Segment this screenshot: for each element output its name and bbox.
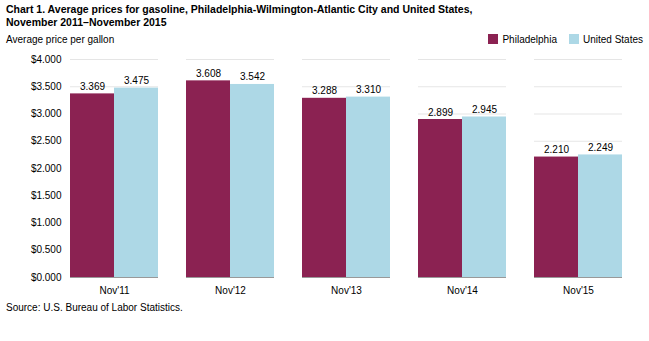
- svg-text:$2.500: $2.500: [31, 135, 62, 146]
- svg-text:$3.000: $3.000: [31, 108, 62, 119]
- svg-text:Nov'15: Nov'15: [563, 285, 594, 296]
- html-text:United States: United States: [583, 34, 643, 45]
- svg-text:2.899: 2.899: [428, 107, 453, 118]
- svg-text:2.945: 2.945: [472, 104, 497, 115]
- html-text:Chart 1. Average prices for ga: Chart 1. Average prices for gasoline, Ph…: [6, 3, 473, 15]
- svg-text:3.542: 3.542: [240, 71, 265, 82]
- svg-text:$0.500: $0.500: [31, 244, 62, 255]
- html-text:Philadelphia: Philadelphia: [502, 34, 557, 45]
- svg-text:3.310: 3.310: [356, 84, 381, 95]
- html-text:Average price per gallon: Average price per gallon: [6, 34, 115, 45]
- svg-text:Nov'12: Nov'12: [215, 285, 246, 296]
- svg-text:3.288: 3.288: [312, 85, 337, 96]
- svg-text:$2.000: $2.000: [31, 163, 62, 174]
- svg-text:2.249: 2.249: [588, 142, 613, 153]
- html-text:Source: U.S. Bureau of Labor S: Source: U.S. Bureau of Labor Statistics.: [6, 302, 183, 313]
- svg-text:3.475: 3.475: [124, 75, 149, 86]
- svg-text:$3.500: $3.500: [31, 81, 62, 92]
- svg-text:$1.500: $1.500: [31, 190, 62, 201]
- svg-text:Nov'11: Nov'11: [99, 285, 130, 296]
- html-text:November 2011–November 2015: November 2011–November 2015: [6, 16, 167, 28]
- svg-text:$0.000: $0.000: [31, 272, 62, 283]
- svg-text:$1.000: $1.000: [31, 217, 62, 228]
- svg-text:Nov'13: Nov'13: [331, 285, 362, 296]
- svg-text:2.210: 2.210: [544, 144, 569, 155]
- svg-text:Nov'14: Nov'14: [447, 285, 478, 296]
- svg-text:$4.000: $4.000: [31, 54, 62, 65]
- svg-text:3.369: 3.369: [80, 81, 105, 92]
- svg-text:3.608: 3.608: [196, 68, 221, 79]
